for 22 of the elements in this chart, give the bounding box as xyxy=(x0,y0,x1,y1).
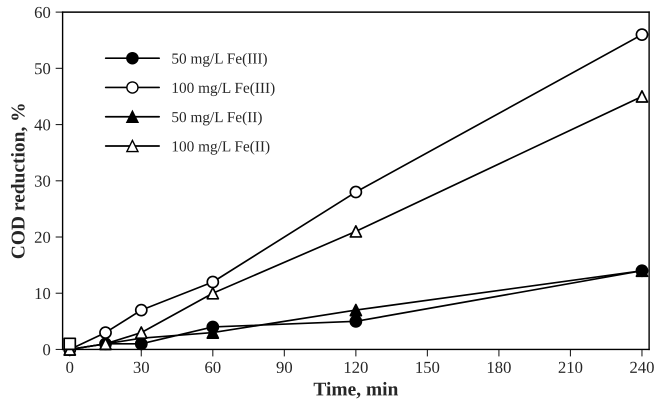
x-tick-label: 60 xyxy=(205,362,221,373)
y-tick-label: 50 xyxy=(35,63,50,74)
legend-label: 100 mg/L Fe(II) xyxy=(172,140,270,155)
y-tick-label: 0 xyxy=(43,344,50,356)
y-tick-label: 60 xyxy=(34,6,50,18)
x-tick-label: 0 xyxy=(66,362,74,373)
y-tick-label: 30 xyxy=(34,175,50,187)
y-tick-label: 10 xyxy=(36,288,50,300)
y-tick-label: 40 xyxy=(34,119,50,131)
x-tick-label: 180 xyxy=(488,362,511,373)
x-tick-label: 150 xyxy=(416,362,440,373)
legend-label: 50 mg/L Fe(III) xyxy=(172,52,267,67)
y-tick-label: 20 xyxy=(34,232,50,243)
legend-label: 50 mg/L Fe(II) xyxy=(172,111,262,126)
x-tick-label: 240 xyxy=(630,362,654,373)
x-tick-label: 30 xyxy=(134,362,149,373)
x-tick-label: 210 xyxy=(558,362,582,373)
x-tick-label: 90 xyxy=(276,362,292,373)
legend-label: 100 mg/L Fe(III) xyxy=(172,82,274,96)
x-tick-label: 120 xyxy=(344,362,368,373)
y-axis-title: COD reduction, % xyxy=(10,104,28,258)
x-axis-title: Time, min xyxy=(314,382,398,398)
